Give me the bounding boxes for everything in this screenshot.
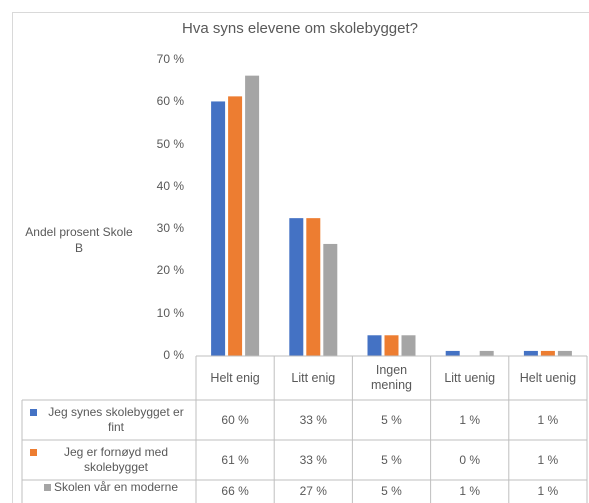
table-value: 1 % xyxy=(537,484,559,498)
bar xyxy=(306,218,321,356)
bar xyxy=(367,335,382,356)
bar xyxy=(479,350,494,356)
table-value: 61 % xyxy=(221,452,249,467)
legend-label: Jeg er fornøyd med skolebygget xyxy=(63,445,169,474)
x-tick-label: Helt enig xyxy=(210,370,260,385)
legend-key xyxy=(43,484,51,491)
bar xyxy=(523,350,538,356)
table-value: 33 % xyxy=(299,452,327,467)
y-tick-label: 10 % xyxy=(156,305,184,320)
table-row-header: Jeg synes skolebygget er fint xyxy=(22,400,196,440)
table-value: 33 % xyxy=(299,412,327,427)
bar xyxy=(445,350,460,356)
bar xyxy=(289,218,304,356)
legend-label: Skolen vår en moderne xyxy=(53,480,179,494)
table-value: 60 % xyxy=(221,412,249,427)
chart-title: Hva syns elevene om skolebygget? xyxy=(182,20,418,37)
x-tick-label: Helt uenig xyxy=(519,370,577,385)
table-value: 5 % xyxy=(381,484,402,498)
table-row-header: Jeg er fornøyd med skolebygget xyxy=(22,440,196,480)
y-tick-label: 0 % xyxy=(163,348,184,362)
x-tick-label: Ingen mening xyxy=(370,363,412,392)
table-value: 1 % xyxy=(459,484,481,498)
table-row-header: Skolen vår en moderne xyxy=(22,480,196,503)
bar xyxy=(245,75,260,356)
bar xyxy=(540,350,555,356)
bar xyxy=(384,335,399,356)
table-value: 5 % xyxy=(381,452,402,467)
chart-frame xyxy=(12,12,589,503)
table-value: 1 % xyxy=(537,412,559,427)
y-tick-label: 70 % xyxy=(156,52,184,66)
x-tick-label: Litt enig xyxy=(291,370,336,385)
y-axis-label: Andel prosent Skole B xyxy=(25,225,133,255)
y-tick-label: 60 % xyxy=(156,94,184,109)
table-value: 5 % xyxy=(381,412,402,427)
y-tick-label: 40 % xyxy=(156,178,184,193)
table-value: 66 % xyxy=(221,484,249,498)
bar xyxy=(211,101,226,356)
table-value: 1 % xyxy=(537,452,559,467)
y-tick-label: 30 % xyxy=(156,221,184,236)
bar xyxy=(401,335,416,356)
bar xyxy=(323,243,338,356)
table-value: 27 % xyxy=(299,484,327,498)
y-tick-label: 50 % xyxy=(156,136,184,151)
legend-key xyxy=(30,449,37,456)
table-value: 1 % xyxy=(459,412,481,427)
x-tick-label: Litt uenig xyxy=(444,370,496,385)
legend-key xyxy=(30,409,37,416)
legend-label: Jeg synes skolebygget er fint xyxy=(48,405,184,434)
bar xyxy=(228,96,243,356)
y-tick-label: 20 % xyxy=(156,263,184,278)
table-value: 0 % xyxy=(459,452,481,467)
bar xyxy=(557,350,572,356)
